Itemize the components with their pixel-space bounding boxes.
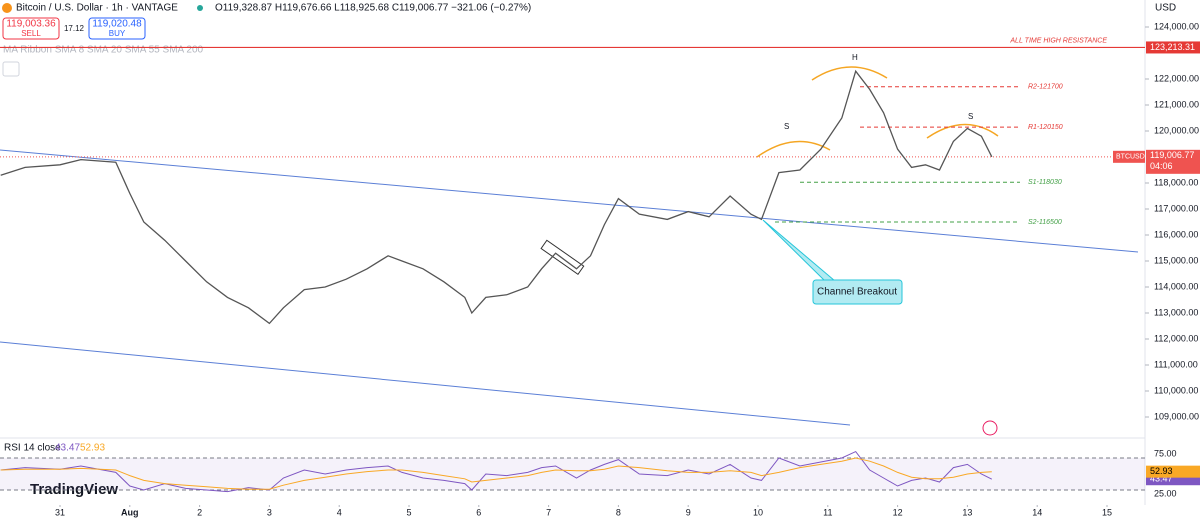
symbol: Bitcoin / U.S. Dollar · 1h · VANTAGE [16,3,178,14]
rsi-tick-label: 75.00 [1154,448,1177,458]
sell-button[interactable] [2,17,60,40]
rsi-header-value: 52.93 [80,443,105,454]
ath-tag [1146,41,1200,54]
symbol-tag [1113,150,1145,163]
buy-label: BUY [109,29,126,38]
rsi-header-value: 43.47 [55,443,80,454]
y-tick-label: 122,000.00 [1154,73,1199,83]
x-tick-label: 31 [55,507,65,517]
channel-lower [0,341,851,426]
y-tick-label: 124,000.00 [1154,21,1199,31]
rsi-tag-label: 43.47 [1150,474,1173,484]
x-tick-label: 8 [616,507,621,517]
x-tick-label: 15 [1102,507,1112,517]
collapse-button[interactable] [2,61,20,77]
x-tick-label: 11 [823,507,832,517]
level-label: S2-116500 [1028,219,1062,226]
y-tick-label: 120,000.00 [1154,125,1199,135]
x-tick-label: 10 [753,507,763,517]
buy-price: 119,020.48 [92,19,142,30]
x-tick-label: 2 [197,507,202,517]
symbol-tag-text: BTCUSD [1116,154,1145,161]
btc-icon [2,3,12,13]
price-tag-label: 119,006.77 [1150,150,1194,160]
price-tag [1146,149,1200,174]
y-tick-label: 117,000.00 [1154,203,1198,213]
ath-text: ALL TIME HIGH RESISTANCE [1009,37,1107,44]
y-tick-label: 118,000.00 [1154,177,1198,187]
ohlc: O119,328.87 H119,676.66 L118,925.68 C119… [215,3,531,14]
rsi-line [0,457,992,490]
x-tick-label: 6 [476,507,481,517]
channel-upper [0,149,1139,253]
sell-price: 119,003.36 [6,19,56,30]
shoulder-label: S [968,112,973,121]
price-line [0,69,993,325]
rsi-tag-label: 52.93 [1150,466,1173,476]
x-tick-label: 14 [1032,507,1042,517]
sell-label: SELL [21,29,41,38]
rsi-band [0,458,1145,490]
y-tick-label: 112,000.00 [1154,333,1198,343]
buy-button[interactable] [88,17,146,40]
callout [812,279,903,305]
x-tick-label: Aug [121,507,139,517]
x-tick-label: 5 [406,507,411,517]
flag [540,239,585,275]
level-label: R2-121700 [1028,84,1063,91]
x-tick-label: 7 [546,507,551,517]
x-tick-label: 9 [686,507,691,517]
y-tick-label: 113,000.00 [1154,307,1198,317]
callout-text: Channel Breakout [817,287,897,298]
ath-label: 123,213.31 [1150,42,1195,52]
rsi-line [0,450,993,493]
x-tick-label: 4 [337,507,342,517]
currency: USD [1155,3,1176,14]
y-tick-label: 111,000.00 [1154,359,1198,369]
y-tick-label: 110,000.00 [1154,385,1198,395]
level-label: S1-118030 [1028,179,1062,186]
y-tick-label: 109,000.00 [1154,411,1199,421]
alert-icon[interactable] [982,420,998,436]
logo: TradingView [30,481,118,498]
rsi-title: RSI 14 close [4,443,61,454]
rsi-tag [1146,465,1200,478]
level-label: R1-120150 [1028,124,1063,131]
indicator-label: MA Ribbon SMA 8 SMA 20 SMA 55 SMA 200 [3,45,204,56]
shoulder-label: S [784,122,789,131]
x-tick-label: 13 [962,507,972,517]
head-label: H [852,53,858,62]
x-tick-label: 12 [893,507,903,517]
shoulder-arc [926,123,999,139]
y-tick-label: 115,000.00 [1154,255,1198,265]
head-arc [811,66,888,81]
rsi-tick-label: 25.00 [1154,488,1177,498]
countdown: 04:06 [1150,161,1173,171]
y-tick-label: 114,000.00 [1154,281,1198,291]
y-tick-label: 121,000.00 [1154,99,1199,109]
x-tick-label: 3 [267,507,272,517]
spread: 17.12 [64,24,85,33]
y-tick-label: 116,000.00 [1154,229,1198,239]
status-dot [197,5,203,11]
